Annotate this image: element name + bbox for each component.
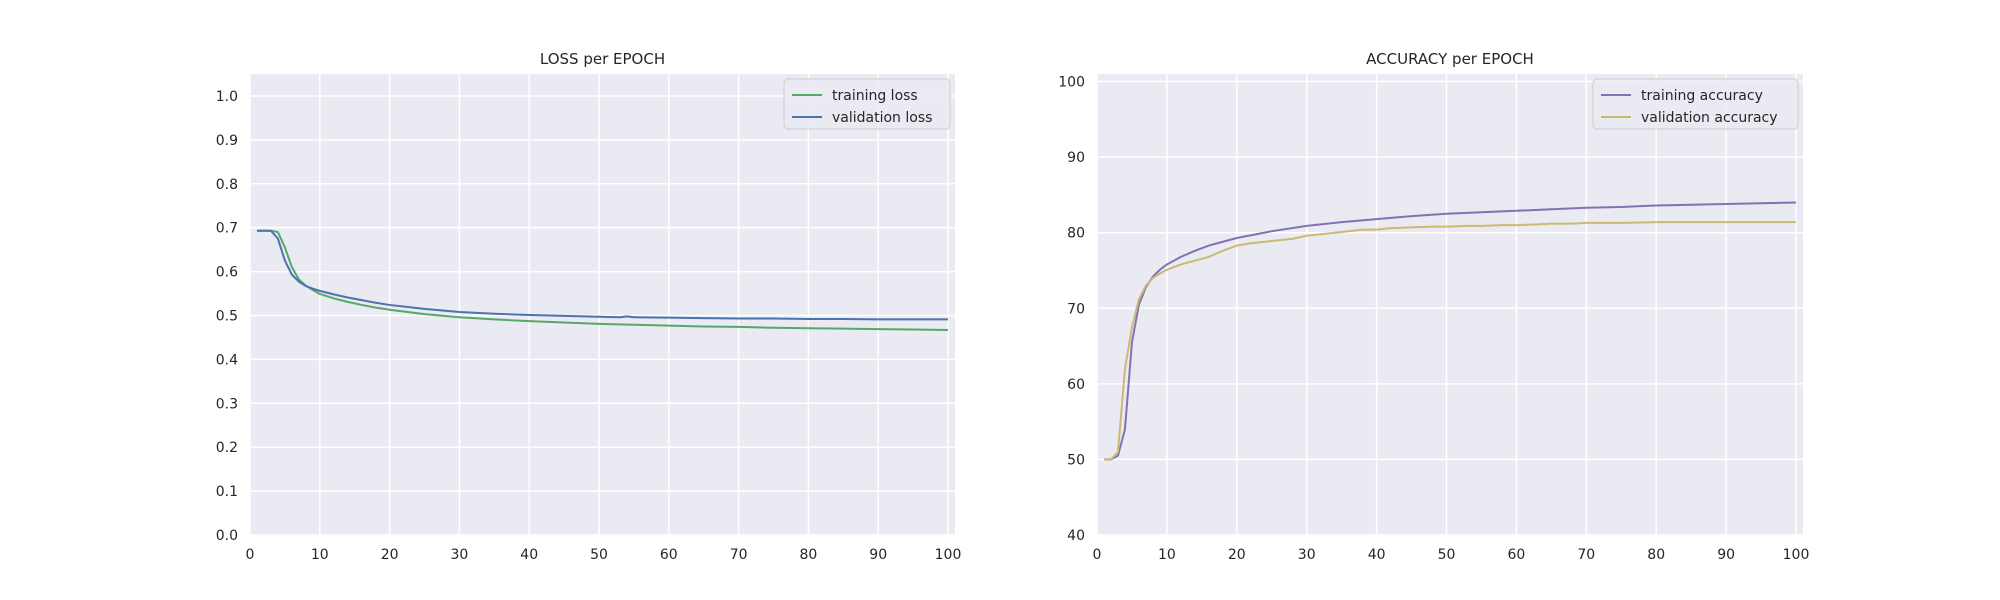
- accuracy-legend: training accuracy validation accuracy: [1592, 78, 1799, 130]
- accuracy-ytick-label: 60: [1067, 377, 1085, 393]
- accuracy-legend-box: [1592, 78, 1799, 130]
- series-line-training-accuracy: [1103, 201, 1797, 461]
- accuracy-ytick-label: 40: [1067, 528, 1085, 544]
- loss-ytick-label: 0.3: [216, 396, 238, 412]
- loss-xtick-label: 70: [730, 547, 748, 563]
- loss-plot-area: [250, 74, 955, 535]
- loss-xtick-label: 40: [520, 547, 538, 563]
- accuracy-plot-area: [1097, 74, 1803, 535]
- loss-xtick-label: 50: [590, 547, 608, 563]
- loss-ytick-label: 1.0: [216, 89, 238, 105]
- loss-xtick-label: 20: [381, 547, 399, 563]
- loss-ytick-label: 0.5: [216, 308, 238, 324]
- accuracy-xtick-label: 0: [1093, 547, 1102, 563]
- loss-xtick-label: 60: [660, 547, 678, 563]
- loss-ytick-label: 0.7: [216, 221, 238, 237]
- accuracy-xtick-label: 50: [1438, 547, 1456, 563]
- accuracy-xtick-label: 100: [1783, 547, 1810, 563]
- loss-legend: training loss validation loss: [783, 78, 951, 130]
- accuracy-ytick-label: 80: [1067, 226, 1085, 242]
- accuracy-ytick-label: 90: [1067, 150, 1085, 166]
- accuracy-ytick-label: 50: [1067, 452, 1085, 468]
- loss-ytick-label: 0.8: [216, 177, 238, 193]
- series-line-training-loss: [256, 229, 949, 331]
- legend-label-validation-loss: validation loss: [832, 110, 932, 126]
- accuracy-xtick-label: 20: [1228, 547, 1246, 563]
- loss-grid: [249, 74, 955, 536]
- series-line-validation-accuracy: [1103, 221, 1797, 461]
- loss-legend-box: [783, 78, 951, 130]
- loss-ytick-label: 0.6: [216, 265, 238, 281]
- legend-label-training-accuracy: training accuracy: [1641, 88, 1763, 104]
- loss-ytick-label: 0.4: [216, 352, 238, 368]
- loss-xtick-label: 10: [311, 547, 329, 563]
- loss-xtick-label: 30: [450, 547, 468, 563]
- loss-ytick-label: 0.0: [216, 528, 238, 544]
- accuracy-xtick-label: 30: [1298, 547, 1316, 563]
- loss-chart-title: LOSS per EPOCH: [540, 50, 665, 68]
- loss-chart: 0 10 20 30 40 50 60 70 80 90 100 0.0 0.1 0.2 0.3 0.4 0.5…: [216, 50, 962, 563]
- accuracy-xtick-label: 90: [1717, 547, 1735, 563]
- accuracy-ytick-label: 70: [1067, 301, 1085, 317]
- loss-xtick-label: 80: [800, 547, 818, 563]
- accuracy-xtick-label: 70: [1577, 547, 1595, 563]
- accuracy-grid: [1096, 74, 1803, 536]
- accuracy-chart-title: ACCURACY per EPOCH: [1366, 50, 1534, 68]
- loss-ytick-label: 0.9: [216, 133, 238, 149]
- series-line-validation-loss: [256, 229, 949, 321]
- accuracy-xtick-label: 40: [1368, 547, 1386, 563]
- legend-label-training-loss: training loss: [832, 88, 918, 104]
- loss-xtick-label: 0: [246, 547, 255, 563]
- accuracy-xtick-label: 10: [1158, 547, 1176, 563]
- loss-xtick-label: 90: [869, 547, 887, 563]
- accuracy-xtick-label: 60: [1507, 547, 1525, 563]
- accuracy-xtick-label: 80: [1647, 547, 1665, 563]
- legend-label-validation-accuracy: validation accuracy: [1641, 110, 1778, 126]
- loss-ytick-label: 0.1: [216, 484, 238, 500]
- accuracy-chart: 0 10 20 30 40 50 60 70 80 90 100 40 50 60 70 80 90 100 ACC…: [1058, 50, 1809, 563]
- accuracy-ytick-label: 100: [1058, 75, 1085, 91]
- loss-ytick-label: 0.2: [216, 440, 238, 456]
- loss-xtick-label: 100: [935, 547, 962, 563]
